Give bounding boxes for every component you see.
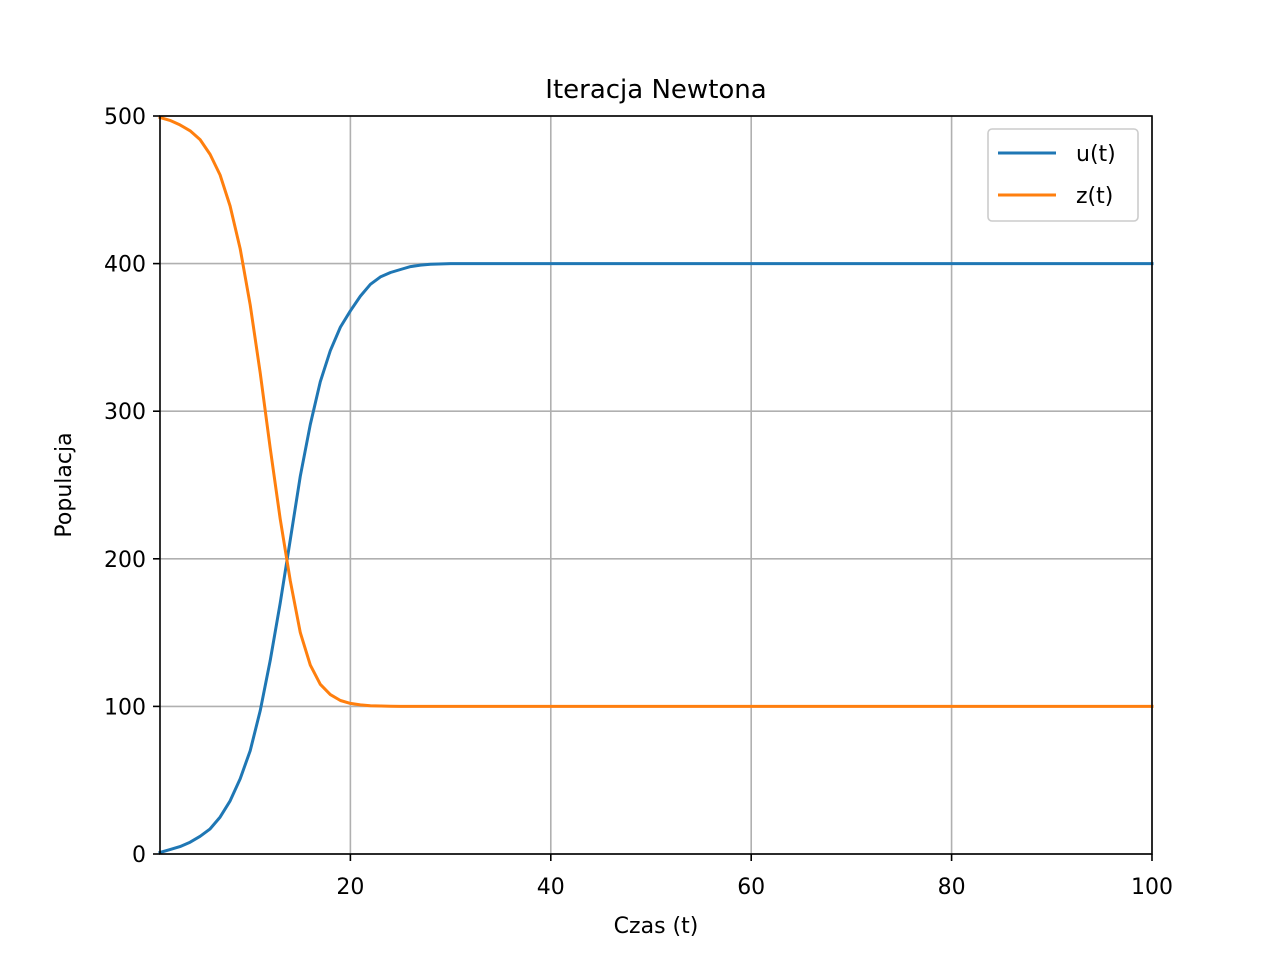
plot-frame <box>159 115 1153 855</box>
x-tick-label: 60 <box>737 875 765 900</box>
x-tick-label: 80 <box>938 875 966 900</box>
y-tick-label: 500 <box>104 105 146 130</box>
legend: u(t) z(t) <box>987 128 1139 222</box>
y-tick-label: 200 <box>104 548 146 573</box>
chart-title: Iteracja Newtona <box>545 75 766 105</box>
series-line-ut <box>158 262 1154 855</box>
y-tick-label: 0 <box>132 843 146 868</box>
y-tick-label: 400 <box>104 253 146 278</box>
y-axis-ticks: 0 100 200 300 400 500 <box>104 105 160 868</box>
legend-label: z(t) <box>1076 184 1113 209</box>
series-lines <box>158 115 1154 855</box>
x-tick-label: 100 <box>1131 875 1173 900</box>
y-tick-label: 300 <box>104 400 146 425</box>
x-axis-ticks: 20 40 60 80 100 <box>336 854 1173 900</box>
y-tick-label: 100 <box>104 695 146 720</box>
y-axis-label: Populacja <box>52 432 77 537</box>
legend-label: u(t) <box>1076 142 1116 167</box>
x-tick-label: 40 <box>537 875 565 900</box>
x-tick-label: 20 <box>336 875 364 900</box>
series-line-zt <box>158 115 1154 708</box>
x-axis-label: Czas (t) <box>614 914 699 939</box>
